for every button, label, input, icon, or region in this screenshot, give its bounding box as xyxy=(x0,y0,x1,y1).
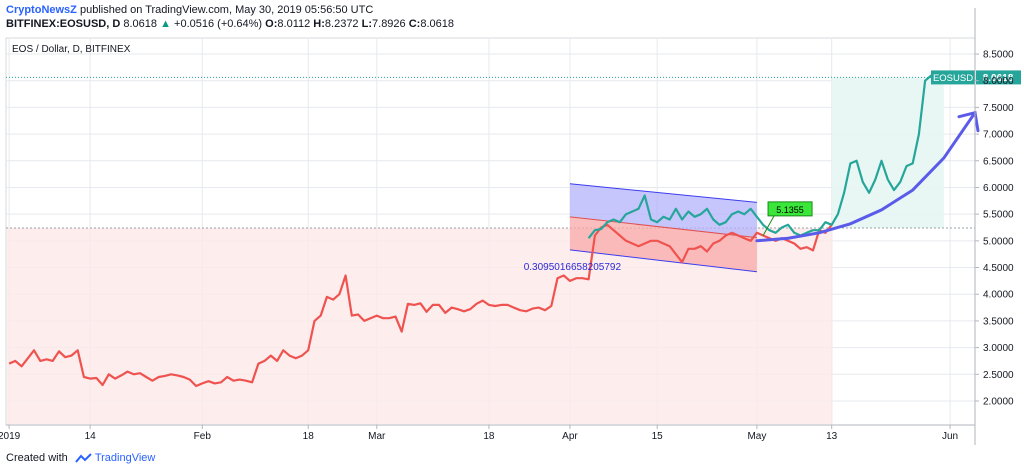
channel-bottom-line xyxy=(569,249,757,273)
chart-axes: 8.5000 8.0000 7.5000 7.0000 6.5000 6.0000 5.50… xyxy=(0,8,1014,445)
published-line: CryptoNewsZ published on TradingView.com… xyxy=(6,4,373,16)
y-tick-label: 7.0000 xyxy=(983,130,1014,141)
x-tick-label: 18 xyxy=(303,431,315,442)
high-value: 8.2372 xyxy=(324,18,359,30)
chart-series xyxy=(8,74,957,388)
y-tick-label: 2.5000 xyxy=(983,370,1014,381)
symbol-ohlc-line: BITFINEX:EOSUSD, D 8.0618 ▲ +0.0516 (+0.… xyxy=(6,18,454,30)
symbol-badge xyxy=(931,70,975,85)
close-label: C: xyxy=(408,18,421,30)
x-tick-label: 14 xyxy=(85,431,97,442)
channel-upper-fill xyxy=(569,183,757,238)
x-tick-label: Apr xyxy=(562,431,578,442)
chart-fills xyxy=(6,76,975,424)
y-tick-label: 6.0000 xyxy=(983,183,1014,194)
low-label: L: xyxy=(361,18,373,30)
channel-top-line xyxy=(569,183,757,203)
bull-zone-fill xyxy=(831,77,944,229)
x-tick-label: Feb xyxy=(194,431,212,442)
symbol-line: BITFINEX:EOSUSD, D xyxy=(6,18,121,30)
x-tick-label: 18 xyxy=(483,431,495,442)
tradingview-logo-icon xyxy=(75,453,92,463)
y-tick-label: 5.5000 xyxy=(983,210,1014,221)
last-price-badge xyxy=(976,70,1021,85)
publisher-name[interactable]: CryptoNewsZ xyxy=(6,4,77,16)
tradingview-brand[interactable]: TradingView xyxy=(94,452,156,464)
chart-title: EOS / Dollar, D, BITFINEX xyxy=(12,44,131,55)
close-value: 8.0618 xyxy=(420,18,454,30)
created-with-text: Created with xyxy=(6,452,68,464)
y-tick-label: 6.5000 xyxy=(983,156,1014,167)
y-tick-label: 3.0000 xyxy=(983,343,1014,354)
x-tick-label: Jun xyxy=(942,431,958,442)
x-tick-label: 2019 xyxy=(0,431,21,442)
published-text: published on TradingView.com, May 30, 20… xyxy=(79,4,374,16)
x-tick-label: 13 xyxy=(826,431,838,442)
high-label: H: xyxy=(313,18,325,30)
target-label-pointer xyxy=(762,215,775,236)
y-tick-label: 8.0000 xyxy=(983,76,1014,87)
y-tick-label: 2.0000 xyxy=(983,396,1014,407)
low-value: 7.8926 xyxy=(372,18,406,30)
footer: Created with TradingView xyxy=(6,452,155,464)
target-label-box xyxy=(767,201,813,217)
open-label: O: xyxy=(265,18,278,30)
symbol-badge-label: EOSUSD xyxy=(933,73,973,84)
channel-value-label: 0.3095016658205792 xyxy=(524,262,622,273)
x-tick-label: Mar xyxy=(368,431,386,442)
up-arrow-icon: ▲ xyxy=(160,18,171,30)
last-price-badge-label: 8.0618 xyxy=(983,73,1014,84)
target-label: 5.1355 xyxy=(776,205,804,215)
y-tick-label: 4.5000 xyxy=(983,263,1014,274)
series-line-bull xyxy=(587,74,957,239)
open-value: 8.0112 xyxy=(277,18,311,30)
projection-arrow xyxy=(755,111,977,243)
y-tick-label: 7.5000 xyxy=(983,103,1014,114)
price-change: +0.0516 (+0.64%) xyxy=(174,18,263,30)
y-tick-label: 3.5000 xyxy=(983,316,1014,327)
y-tick-label: 4.0000 xyxy=(983,290,1014,301)
channel-mid-line xyxy=(569,216,757,239)
last-price: 8.0618 xyxy=(123,18,158,30)
x-tick-label: 15 xyxy=(652,431,664,442)
series-line-bear xyxy=(8,223,833,388)
y-tick-label: 5.0000 xyxy=(983,236,1014,247)
y-tick-label: 8.5000 xyxy=(983,50,1014,61)
x-tick-label: May xyxy=(747,431,766,442)
